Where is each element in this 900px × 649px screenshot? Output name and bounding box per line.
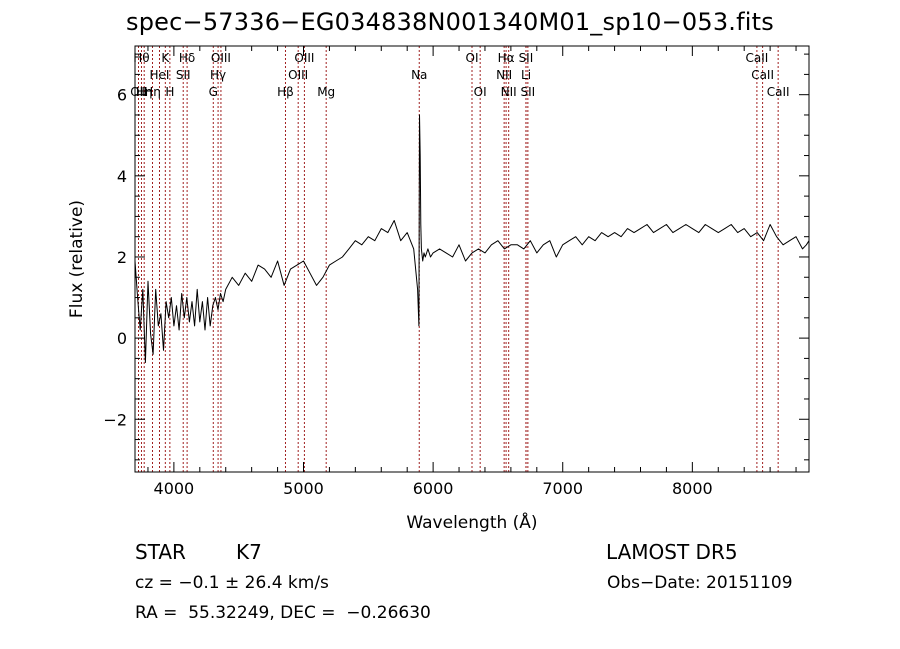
y-axis-ticks: −2 0 2 4 6: [103, 53, 809, 461]
spectral-line-label: HeI: [150, 68, 170, 82]
spectral-line-label: OIII: [294, 51, 314, 65]
object-subclass: K7: [236, 540, 262, 564]
spectral-line-label: OIII: [288, 68, 308, 82]
spectral-line-label: Na: [411, 68, 427, 82]
spectral-line-markers: [137, 46, 779, 472]
spectral-line-label: Hθ: [133, 51, 149, 65]
y-tick-label: −2: [103, 410, 127, 429]
spectral-line-labels: OIIHθHηHηHeIKHSIIHδGHγOIIIHβOIIIOIIIMgNa…: [130, 51, 789, 99]
y-tick-label: 0: [117, 329, 127, 348]
object-class: STAR: [135, 540, 186, 564]
spectral-line-label: OI: [466, 51, 479, 65]
flux-series: [134, 114, 810, 363]
x-tick-label: 8000: [672, 479, 713, 498]
spectral-line-label: H: [165, 85, 174, 99]
x-axis-label: Wavelength (Å): [406, 511, 537, 533]
spectral-line-label: Mg: [317, 85, 335, 99]
x-tick-label: 6000: [413, 479, 454, 498]
spectral-line-label: Hη: [136, 85, 153, 99]
spectral-line-label: Hα: [498, 51, 515, 65]
y-tick-label: 2: [117, 248, 127, 267]
spectral-line-label: CaII: [751, 68, 774, 82]
spectral-line-label: NII: [496, 68, 512, 82]
spectral-line-label: OII: [130, 85, 147, 99]
spectral-line-label: G: [209, 85, 218, 99]
spectral-line-label: CaII: [767, 85, 790, 99]
spectral-line-label: Hγ: [210, 68, 226, 82]
plot-frame: [134, 45, 810, 473]
x-tick-label: 7000: [542, 479, 583, 498]
obs-date: Obs−Date: 20151109: [607, 573, 793, 593]
x-tick-label: 5000: [283, 479, 324, 498]
x-axis-ticks: 4000 5000 6000 7000 8000: [147, 46, 797, 498]
y-tick-label: 6: [117, 86, 127, 105]
spectral-line-label: SII: [176, 68, 191, 82]
spectral-line-label: NII: [501, 85, 517, 99]
spectral-line-label: CaII: [745, 51, 768, 65]
spectral-line-label: Hβ: [277, 85, 294, 99]
spectral-line-label: Li: [521, 68, 531, 82]
spectral-line-label: K: [161, 51, 170, 65]
spectral-line-label: OI: [474, 85, 487, 99]
spectral-line-label: OIII: [211, 51, 231, 65]
spectral-line-label: SII: [519, 51, 534, 65]
spectral-line-label: SII: [521, 85, 536, 99]
y-tick-label: 4: [117, 167, 127, 186]
x-tick-label: 4000: [154, 479, 195, 498]
spectral-line-label: Hδ: [179, 51, 195, 65]
survey-label: LAMOST DR5: [606, 540, 738, 564]
chart-title: spec−57336−EG034838N001340M01_sp10−053.f…: [126, 8, 774, 36]
flux-line: [134, 114, 810, 363]
ra-dec: RA = 55.32249, DEC = −0.26630: [135, 603, 431, 623]
redshift-cz: cz = −0.1 ± 26.4 km/s: [135, 573, 329, 593]
y-axis-label: Flux (relative): [67, 200, 87, 318]
spectral-line-label: Hη: [144, 85, 161, 99]
